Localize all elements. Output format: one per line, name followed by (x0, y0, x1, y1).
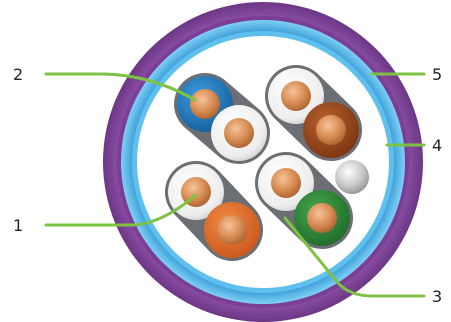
twisted-pair-brown (265, 65, 362, 161)
twisted-pair-green (255, 152, 353, 249)
callout-label-3: 3 (432, 287, 442, 306)
leader-line-2 (44, 72, 197, 102)
copper-core (307, 203, 337, 233)
leader-line-3 (283, 216, 426, 298)
callout-label-4: 4 (432, 136, 442, 155)
copper-core (316, 115, 346, 145)
copper-core (190, 89, 220, 119)
copper-core (281, 81, 311, 111)
twisted-pair-blue (174, 73, 270, 164)
copper-core (271, 168, 301, 198)
copper-core (224, 118, 254, 148)
leader-line-1 (44, 193, 198, 227)
twisted-pair-orange (165, 161, 263, 261)
copper-core (217, 215, 247, 245)
callout-label-2: 2 (13, 65, 23, 84)
callout-label-5: 5 (432, 65, 442, 84)
callout-label-1: 1 (13, 216, 23, 235)
drain-wire (335, 160, 369, 194)
